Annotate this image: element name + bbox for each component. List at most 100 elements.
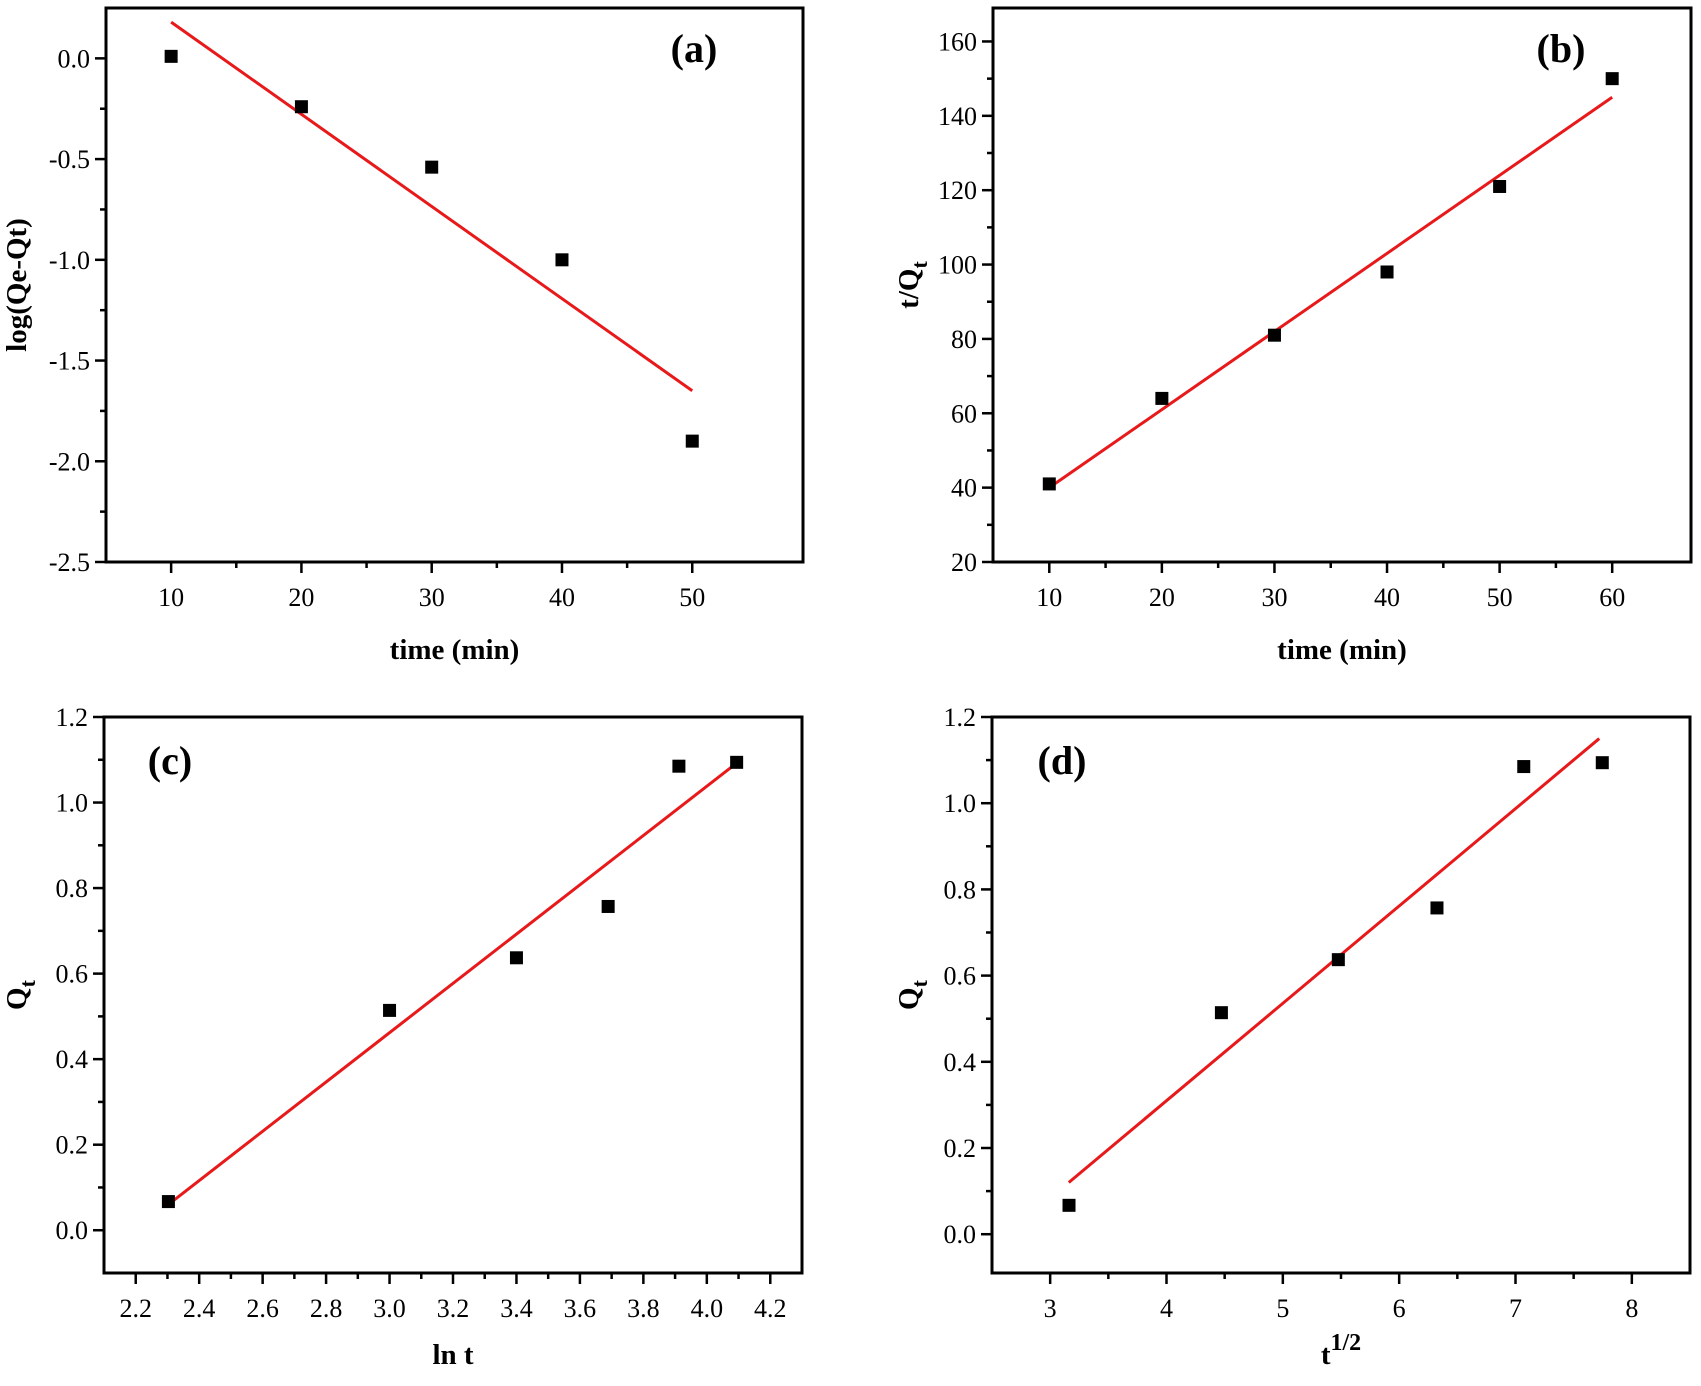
panel-label: (a) bbox=[671, 26, 718, 71]
data-point bbox=[1062, 1198, 1076, 1212]
y-tick-label: 1.0 bbox=[56, 789, 89, 818]
y-tick-label: 60 bbox=[951, 399, 977, 428]
data-point bbox=[730, 755, 744, 769]
x-tick-label: 4.2 bbox=[754, 1294, 787, 1323]
y-tick-label: 0.6 bbox=[944, 962, 977, 991]
x-tick-label: 2.4 bbox=[183, 1294, 216, 1323]
panel-a-chart: 10 20 30 40 50 -2.5 -2.0 -1.5 -1.0 -0.5 0.0 time (m… bbox=[1, 6, 805, 666]
y-axis-label: log(Qe-Qt) bbox=[1, 218, 33, 352]
x-tick-label: 2.6 bbox=[246, 1294, 279, 1323]
x-tick-label: 10 bbox=[158, 583, 184, 612]
plot-frame bbox=[102, 715, 804, 1275]
y-tick-label: 0.4 bbox=[56, 1045, 89, 1074]
x-tick-label: 50 bbox=[679, 583, 705, 612]
y-tick-label: 1.2 bbox=[56, 703, 89, 732]
data-point bbox=[383, 1003, 397, 1017]
x-axis-label: time (min) bbox=[1277, 634, 1407, 666]
data-point bbox=[1595, 756, 1609, 770]
panel-label: (b) bbox=[1537, 26, 1586, 71]
panel-label: (d) bbox=[1038, 738, 1087, 783]
data-point bbox=[555, 253, 569, 267]
x-axis-label: t1/2 bbox=[1321, 1330, 1361, 1371]
x-tick-label: 50 bbox=[1487, 583, 1513, 612]
plot-frame bbox=[991, 6, 1693, 564]
y-tick-label: 20 bbox=[951, 548, 977, 577]
y-tick-label: 0.2 bbox=[56, 1131, 89, 1160]
y-axis-label: Qt bbox=[1, 979, 40, 1010]
data-point bbox=[685, 434, 699, 448]
y-tick-label: -0.5 bbox=[49, 145, 90, 174]
data-point bbox=[1605, 72, 1619, 86]
panel-b-chart: 10 20 30 40 50 60 20 40 60 80 100 120 140 160 time (mi… bbox=[893, 6, 1693, 666]
data-point bbox=[672, 759, 686, 773]
x-tick-label: 30 bbox=[419, 583, 445, 612]
x-axis-label: ln t bbox=[432, 1339, 473, 1371]
data-point bbox=[425, 160, 439, 174]
y-tick-label: -1.5 bbox=[49, 347, 90, 376]
data-point bbox=[1380, 265, 1394, 279]
x-tick-label: 40 bbox=[549, 583, 575, 612]
x-tick-label: 6 bbox=[1393, 1294, 1406, 1323]
x-tick-label: 2.2 bbox=[119, 1294, 152, 1323]
x-tick-label: 30 bbox=[1261, 583, 1287, 612]
y-tick-label: 0.8 bbox=[56, 874, 89, 903]
y-tick-label: 0.0 bbox=[944, 1220, 977, 1249]
x-tick-label: 60 bbox=[1599, 583, 1625, 612]
data-point bbox=[1214, 1006, 1228, 1020]
y-tick-label: 0.6 bbox=[56, 960, 89, 989]
panel-label: (c) bbox=[148, 738, 192, 783]
data-point bbox=[1331, 953, 1345, 967]
plot-frame bbox=[990, 715, 1692, 1275]
fit-line bbox=[1048, 96, 1614, 489]
y-axis-label: Qt bbox=[893, 979, 932, 1010]
y-tick-label: 0.2 bbox=[944, 1134, 977, 1163]
x-tick-label: 4 bbox=[1160, 1294, 1173, 1323]
fit-line bbox=[172, 762, 737, 1202]
y-tick-label: 0.0 bbox=[56, 1216, 89, 1245]
x-tick-label: 3 bbox=[1044, 1294, 1057, 1323]
y-tick-label: 0.8 bbox=[944, 875, 977, 904]
x-tick-label: 10 bbox=[1036, 583, 1062, 612]
x-tick-label: 3.8 bbox=[627, 1294, 660, 1323]
data-point bbox=[509, 951, 523, 965]
y-tick-label: -2.0 bbox=[49, 447, 90, 476]
data-point bbox=[601, 899, 615, 913]
x-tick-label: 4.0 bbox=[691, 1294, 724, 1323]
x-tick-label: 8 bbox=[1625, 1294, 1638, 1323]
data-point bbox=[1042, 477, 1056, 491]
y-tick-label: 120 bbox=[938, 176, 977, 205]
y-tick-label: 0.4 bbox=[944, 1048, 977, 1077]
x-tick-label: 3.2 bbox=[437, 1294, 470, 1323]
panel-d-chart: 3 4 5 6 7 8 0.0 0.2 0.4 0.6 0.8 1.0 1.2 t1/2 Qt (d) bbox=[893, 703, 1692, 1371]
y-tick-label: 100 bbox=[938, 251, 977, 280]
y-tick-label: 160 bbox=[938, 27, 977, 56]
y-tick-label: 0.0 bbox=[58, 44, 91, 73]
data-point bbox=[1493, 179, 1507, 193]
data-point bbox=[161, 1195, 175, 1209]
data-point bbox=[164, 49, 178, 63]
y-tick-label: 140 bbox=[938, 102, 977, 131]
fit-line bbox=[170, 20, 694, 392]
y-tick-label: 80 bbox=[951, 325, 977, 354]
x-tick-label: 5 bbox=[1276, 1294, 1289, 1323]
data-point bbox=[294, 100, 308, 114]
data-point bbox=[1267, 328, 1281, 342]
y-tick-label: -1.0 bbox=[49, 246, 90, 275]
y-tick-label: 1.0 bbox=[944, 789, 977, 818]
x-tick-label: 7 bbox=[1509, 1294, 1522, 1323]
y-tick-label: -2.5 bbox=[49, 548, 90, 577]
data-point bbox=[1155, 391, 1169, 405]
x-axis-label: time (min) bbox=[390, 634, 520, 666]
x-tick-label: 40 bbox=[1374, 583, 1400, 612]
x-tick-label: 2.8 bbox=[310, 1294, 343, 1323]
x-tick-label: 3.0 bbox=[373, 1294, 406, 1323]
y-axis-label: t/Qt bbox=[893, 261, 932, 309]
x-tick-label: 3.6 bbox=[564, 1294, 597, 1323]
panel-c-chart: 2.2 2.4 2.6 2.8 3.0 3.2 3.4 3.6 3.8 4.0 4.2 0.0 0.2 0… bbox=[1, 703, 804, 1371]
plot-frame bbox=[104, 6, 805, 564]
y-tick-label: 40 bbox=[951, 474, 977, 503]
data-point bbox=[1430, 901, 1444, 915]
x-tick-label: 20 bbox=[1149, 583, 1175, 612]
data-point bbox=[1517, 760, 1531, 774]
